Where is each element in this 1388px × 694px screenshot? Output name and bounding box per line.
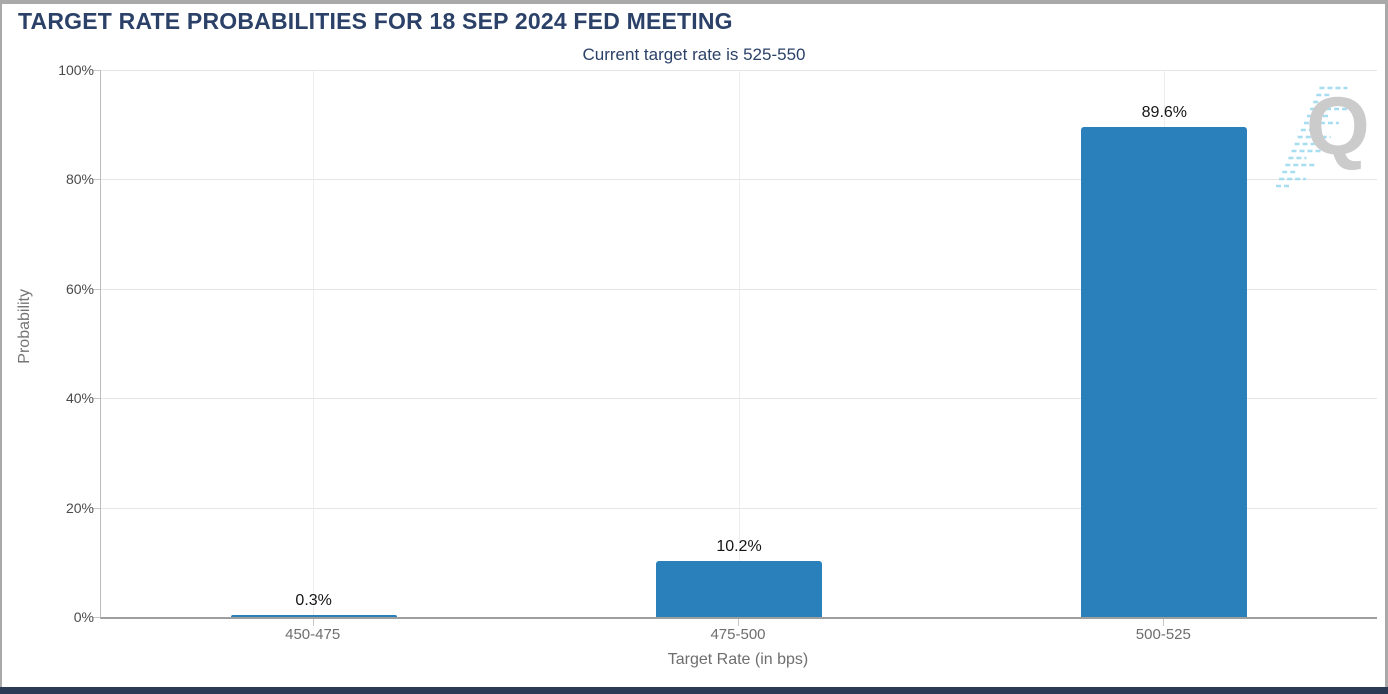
window-border-bottom: [0, 687, 1388, 694]
y-tick-label: 20%: [65, 499, 94, 516]
y-tick-label: 0%: [73, 609, 94, 625]
x-tick-label: 450-475: [285, 626, 341, 643]
y-tick-label: 60%: [65, 280, 94, 297]
y-tick-label: 80%: [65, 171, 94, 188]
category-gridline: [738, 70, 740, 617]
bar-475-500[interactable]: [656, 561, 822, 617]
y-tick-label: 40%: [65, 390, 94, 407]
watermark-q-logo-icon: Q: [1306, 81, 1370, 172]
x-axis-title: Target Rate (in bps): [667, 651, 809, 668]
y-axis-title: Probability: [16, 289, 33, 364]
x-axis-tick: [312, 619, 314, 626]
x-axis-tick: [738, 619, 739, 626]
category-gridline: [313, 70, 315, 617]
x-tick-label: 500-525: [1135, 626, 1191, 643]
bar-450-475[interactable]: [230, 615, 397, 617]
bar-value-label: 10.2%: [716, 538, 762, 555]
x-axis-tick: [1163, 619, 1165, 626]
provider-watermark: Q: [1274, 78, 1378, 190]
window-border-left: [0, 0, 2, 694]
y-axis-tick: [93, 617, 100, 618]
y-axis-tick: [93, 398, 100, 400]
y-axis-tick: [93, 70, 100, 71]
chart-title: TARGET RATE PROBABILITIES FOR 18 SEP 202…: [18, 8, 733, 34]
x-tick-label: 475-500: [710, 626, 766, 643]
y-tick-label: 100%: [58, 62, 94, 78]
y-axis-tick: [93, 288, 100, 290]
window-border-right: [1385, 0, 1388, 694]
y-axis-tick: [93, 179, 100, 181]
y-axis-tick: [93, 507, 100, 509]
bar-500-525[interactable]: [1081, 127, 1248, 617]
window-border-top: [0, 0, 1388, 4]
bar-value-label: 0.3%: [295, 592, 332, 609]
chart-subtitle: Current target rate is 525-550: [582, 45, 806, 64]
watermark-dashes-icon: [1276, 86, 1348, 188]
plot-area: 0.3% 10.2% 89.6%: [100, 70, 1377, 619]
bar-value-label: 89.6%: [1141, 104, 1188, 121]
